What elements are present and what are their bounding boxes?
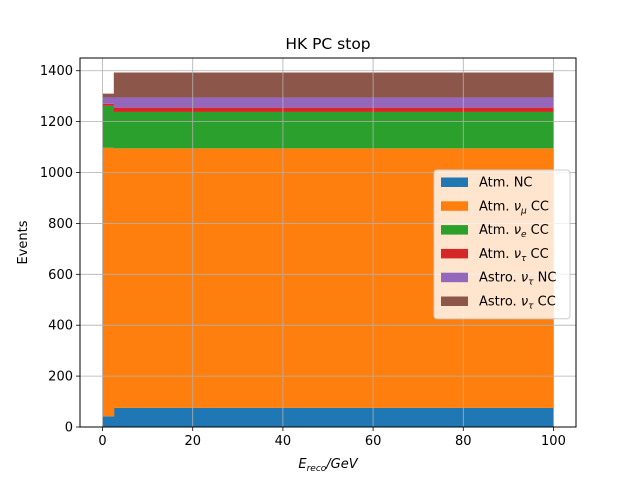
x-tick-label-5: 100 bbox=[541, 434, 566, 449]
bar-series-0-bin-0 bbox=[102, 416, 115, 427]
y-tick-label-6: 1200 bbox=[40, 115, 73, 130]
legend-swatch-5 bbox=[441, 296, 468, 306]
stacked-histogram bbox=[102, 72, 554, 427]
x-axis: 0 20 40 60 80 100 bbox=[98, 427, 566, 449]
legend-swatch-0 bbox=[441, 177, 468, 187]
legend-swatch-3 bbox=[441, 248, 468, 259]
legend-label-5: Astro. ντ CC bbox=[479, 295, 556, 312]
bar-series-5-bin-0 bbox=[102, 93, 115, 98]
legend-swatch-4 bbox=[441, 272, 468, 283]
y-tick-label-0: 0 bbox=[65, 421, 73, 436]
legend-swatch-2 bbox=[441, 225, 468, 235]
legend-label-1: Atm. νμ CC bbox=[479, 199, 549, 216]
x-tick-label-1: 20 bbox=[184, 434, 201, 449]
bar-series-4-bin-1 bbox=[113, 97, 554, 108]
bar-series-0-bin-1 bbox=[113, 407, 554, 427]
x-axis-label: Ereco/GeV bbox=[298, 457, 358, 474]
y-tick-label-1: 200 bbox=[48, 370, 73, 385]
y-axis-label: Events bbox=[16, 220, 31, 264]
y-tick-label-7: 1400 bbox=[40, 64, 73, 79]
bar-series-3-bin-1 bbox=[113, 107, 554, 112]
y-tick-label-4: 800 bbox=[48, 217, 73, 232]
x-tick-label-2: 40 bbox=[275, 434, 292, 449]
y-tick-label-3: 600 bbox=[48, 268, 73, 283]
x-axis-label-sub: reco bbox=[307, 464, 327, 474]
bar-series-2-bin-0 bbox=[102, 105, 115, 148]
bar-series-2-bin-1 bbox=[113, 111, 554, 149]
bar-series-1-bin-0 bbox=[102, 147, 115, 417]
legend-label-2: Atm. νe CC bbox=[479, 223, 549, 240]
bar-series-3-bin-0 bbox=[102, 103, 115, 106]
chart-title: HK PC stop bbox=[285, 35, 370, 53]
x-axis-label-rest: /GeV bbox=[325, 457, 358, 472]
legend: Atm. NC Atm. νμ CC Atm. νe CC Atm. ντ CC Ast… bbox=[433, 169, 571, 320]
bar-series-5-bin-1 bbox=[113, 72, 554, 98]
legend-label-0: Atm. NC bbox=[479, 176, 533, 191]
x-tick-label-4: 80 bbox=[455, 434, 472, 449]
y-axis: 0 200 400 600 800 1000 1200 1400 bbox=[40, 64, 80, 436]
legend-label-4: Astro. ντ NC bbox=[479, 271, 556, 288]
bar-series-4-bin-0 bbox=[102, 97, 115, 104]
legend-label-3: Atm. ντ CC bbox=[479, 247, 549, 264]
x-tick-label-0: 0 bbox=[98, 434, 106, 449]
plot-frame bbox=[79, 57, 577, 428]
y-tick-label-2: 400 bbox=[48, 319, 73, 334]
x-tick-label-3: 60 bbox=[365, 434, 382, 449]
x-axis-label-main: E bbox=[298, 457, 307, 472]
legend-swatch-1 bbox=[441, 201, 468, 211]
y-tick-label-5: 1000 bbox=[40, 166, 73, 181]
